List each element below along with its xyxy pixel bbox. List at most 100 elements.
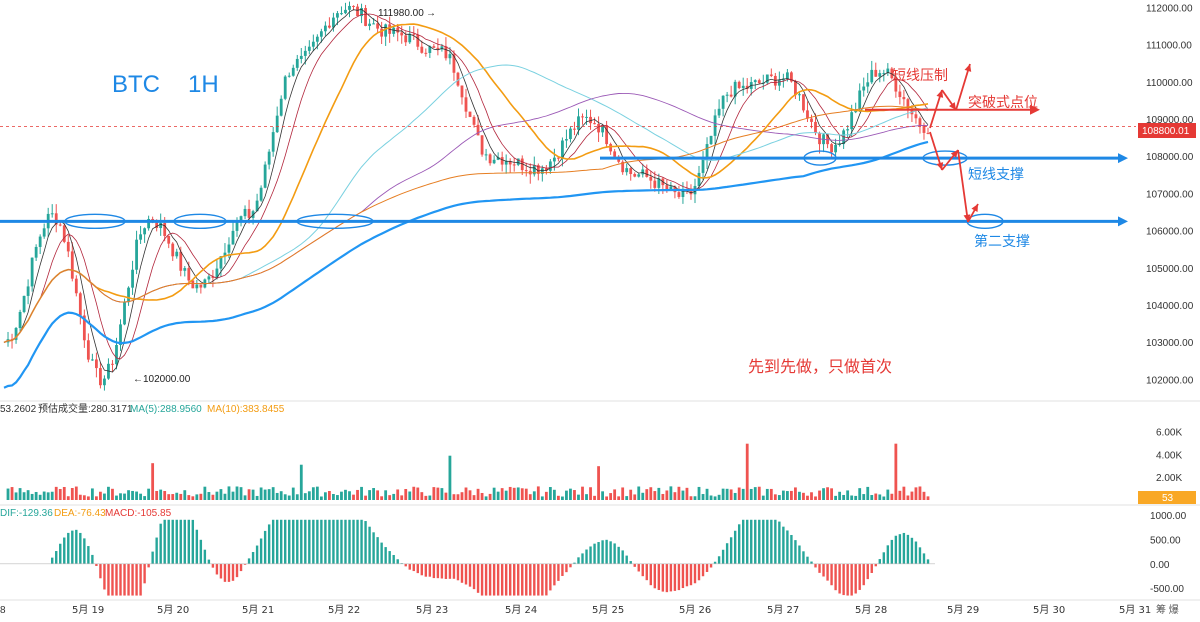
- macd-bar: [75, 529, 78, 564]
- volume-bar: [858, 488, 862, 500]
- volume-bar: [223, 493, 227, 500]
- candle-body: [540, 168, 544, 174]
- candle-body: [757, 80, 761, 84]
- volume-bar: [432, 487, 436, 500]
- arrow-down-2: [957, 149, 969, 223]
- candle-body: [890, 68, 894, 79]
- candle-body: [601, 125, 604, 133]
- candle-body: [709, 135, 713, 145]
- volume-bar: [231, 491, 235, 500]
- volume-bar: [115, 495, 118, 500]
- highlight-ellipse: [173, 213, 227, 230]
- slogan-label: 先到先做，只做首次: [748, 357, 892, 376]
- volume-bar: [179, 493, 183, 500]
- macd-bar: [521, 563, 524, 596]
- macd-bar: [585, 549, 588, 564]
- macd-bar: [171, 519, 174, 564]
- candle-body: [737, 81, 741, 89]
- candle-body: [456, 72, 460, 86]
- volume-estimated: 预估成交量:280.3171: [38, 402, 133, 415]
- candle-body: [878, 73, 882, 77]
- volume-bar: [86, 496, 90, 500]
- macd-bar: [336, 519, 339, 564]
- volume-bar: [830, 488, 833, 500]
- volume-bar: [874, 493, 878, 500]
- volume-bar: [456, 494, 460, 500]
- macd-tick-label: 500.00: [1150, 535, 1181, 546]
- volume-bar: [139, 493, 142, 500]
- macd-bar: [918, 547, 922, 564]
- candle-body: [806, 110, 809, 119]
- macd-bar: [472, 563, 476, 590]
- macd-bar: [67, 532, 70, 564]
- volume-bar: [183, 490, 187, 500]
- volume-bar: [323, 492, 327, 500]
- volume-bar: [898, 490, 902, 500]
- volume-bar: [328, 490, 331, 500]
- macd-bar: [565, 563, 568, 573]
- volume-bar: [299, 464, 303, 500]
- candle-body: [380, 28, 384, 37]
- volume-bar: [785, 491, 789, 500]
- volume-bar: [259, 487, 263, 500]
- volume-bar: [806, 495, 809, 500]
- macd-bar: [271, 519, 275, 564]
- candle-body: [30, 257, 34, 287]
- macd-bar: [275, 519, 279, 564]
- macd-bar: [492, 563, 496, 596]
- macd-bar: [766, 519, 769, 564]
- volume-bar: [123, 493, 126, 500]
- macd-bar: [496, 563, 500, 596]
- volume-bar: [70, 488, 74, 500]
- candle-body: [826, 134, 829, 145]
- candle-body: [516, 158, 520, 165]
- highlight-ellipse: [64, 213, 126, 230]
- macd-histogram: [0, 519, 935, 596]
- short-support-label: 短线支撑: [968, 167, 1024, 183]
- candle-body: [372, 23, 375, 25]
- macd-bar: [778, 521, 781, 564]
- macd-bar: [71, 530, 74, 564]
- price-tick-label: 112000.00: [1146, 3, 1193, 14]
- candle-body: [307, 46, 311, 51]
- macd-bar: [155, 537, 158, 564]
- ma10-line: [3, 13, 929, 360]
- volume-bar: [818, 490, 821, 500]
- candle-body: [697, 172, 701, 186]
- volume-bar: [287, 495, 291, 500]
- volume-bar: [540, 496, 544, 500]
- candle-body: [870, 69, 874, 83]
- volume-bar: [645, 489, 649, 500]
- volume-bar: [802, 492, 805, 500]
- volume-bar: [34, 491, 38, 500]
- macd-bar: [750, 519, 753, 564]
- candle-body: [143, 228, 147, 235]
- candle-body: [191, 280, 195, 289]
- candle-body: [428, 46, 432, 54]
- volume-bar: [605, 496, 609, 500]
- volume-bar: [388, 495, 392, 500]
- candle-body: [384, 24, 388, 37]
- candle-body: [842, 130, 846, 145]
- macd-bar: [661, 563, 665, 592]
- axes: 102000.00 103000.00 104000.00 105000.00 1060…: [0, 3, 1200, 616]
- volume-bar: [352, 494, 355, 500]
- volume-bar: [500, 488, 504, 500]
- moving-average-lines: [3, 8, 929, 389]
- candle-body: [267, 151, 271, 165]
- volume-bar: [862, 494, 866, 500]
- candle-body: [834, 144, 837, 153]
- candle-body: [139, 234, 142, 240]
- candle-body: [902, 97, 906, 100]
- low-price-label: 102000.00: [143, 374, 191, 385]
- candle-body: [846, 129, 850, 131]
- macd-bar: [452, 563, 456, 579]
- candle-body: [70, 251, 74, 279]
- volume-bar: [135, 491, 138, 500]
- volume-bar: [38, 494, 42, 500]
- candle-body: [512, 164, 516, 166]
- volume-bar: [46, 492, 50, 500]
- volume-bar: [585, 494, 588, 500]
- candle-body: [645, 169, 649, 177]
